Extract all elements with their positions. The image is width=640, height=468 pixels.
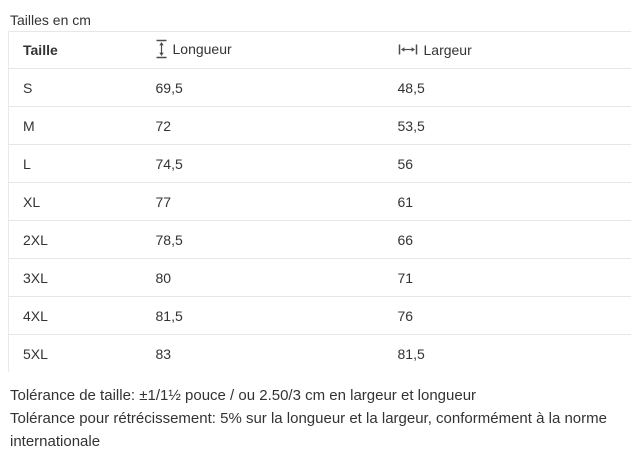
length-cell: 83 <box>155 345 172 362</box>
width-cell: 53,5 <box>397 106 631 145</box>
page-title: Tailles en cm <box>10 12 91 28</box>
table-header-row: Taille Long <box>8 31 631 69</box>
size-table: Taille Long <box>8 31 631 372</box>
width-cell: 76 <box>397 296 631 335</box>
length-cell: 80 <box>155 258 398 297</box>
table-row-4xl: 4XL 81,5 76 <box>8 296 631 335</box>
table-row-5xl: 5XL 83 81,5 <box>9 335 631 373</box>
column-header-width-label: Largeur <box>423 41 472 58</box>
length-cell: 74,5 <box>155 144 398 183</box>
size-cell: 4XL <box>8 296 156 335</box>
size-cell: XL <box>8 182 156 221</box>
vertical-measure-icon <box>156 39 167 59</box>
length-cell: 77 <box>155 182 398 221</box>
size-cell: S <box>8 68 156 107</box>
width-cell: 48,5 <box>397 68 631 107</box>
size-cell: M <box>8 106 156 145</box>
table-row-l: L 74,5 56 <box>8 144 631 183</box>
length-cell: 69,5 <box>155 68 398 107</box>
table-row-xl: XL 77 61 <box>8 182 631 221</box>
column-header-size: Taille <box>8 31 156 69</box>
tolerance-note-size: Tolérance de taille: ±1/1½ pouce / ou 2.… <box>10 387 477 404</box>
width-cell: 56 <box>397 144 631 183</box>
size-cell: 5XL <box>23 345 48 362</box>
tolerance-notes: Tolérance de taille: ±1/1½ pouce / ou 2.… <box>10 384 614 453</box>
horizontal-measure-icon <box>398 44 418 55</box>
column-header-width: Largeur <box>397 31 631 69</box>
table-row-s: S 69,5 48,5 <box>8 68 631 107</box>
width-cell: 81,5 <box>397 345 425 362</box>
table-row-3xl: 3XL 80 71 <box>8 258 631 297</box>
length-cell: 81,5 <box>155 296 398 335</box>
length-cell: 72 <box>155 106 398 145</box>
table-row-m: M 72 53,5 <box>8 106 631 145</box>
table-row-2xl: 2XL 78,5 66 <box>8 220 631 259</box>
size-cell: 3XL <box>8 258 156 297</box>
tolerance-note-shrinkage: Tolérance pour rétrécissement: 5% sur la… <box>10 410 607 450</box>
column-header-length-label: Longueur <box>172 40 232 57</box>
size-cell: 2XL <box>8 220 156 259</box>
width-cell: 71 <box>397 258 631 297</box>
width-cell: 61 <box>397 182 631 221</box>
column-header-length: Longueur <box>155 31 398 69</box>
width-cell: 66 <box>397 220 631 259</box>
size-cell: L <box>8 144 156 183</box>
length-cell: 78,5 <box>155 220 398 259</box>
